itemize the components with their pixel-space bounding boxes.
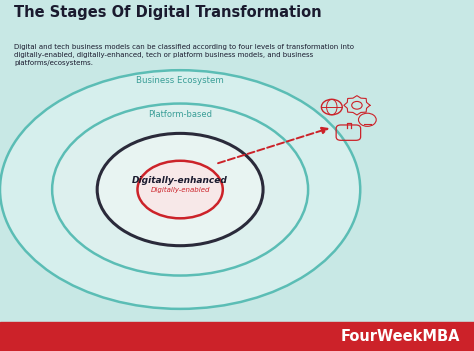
Ellipse shape xyxy=(137,161,223,218)
Text: Platform-based: Platform-based xyxy=(148,110,212,119)
Ellipse shape xyxy=(97,133,263,246)
Text: Digitally-enabled: Digitally-enabled xyxy=(150,186,210,193)
Ellipse shape xyxy=(52,104,308,276)
Bar xyxy=(0,322,474,351)
Text: Digital and tech business models can be classified according to four levels of t: Digital and tech business models can be … xyxy=(14,44,354,66)
Text: Digitally-enhanced: Digitally-enhanced xyxy=(132,176,228,185)
Text: The Stages Of Digital Transformation: The Stages Of Digital Transformation xyxy=(14,5,322,20)
Text: Business Ecosystem: Business Ecosystem xyxy=(136,76,224,85)
Ellipse shape xyxy=(0,70,360,309)
Text: FourWeekMBA: FourWeekMBA xyxy=(340,329,460,344)
